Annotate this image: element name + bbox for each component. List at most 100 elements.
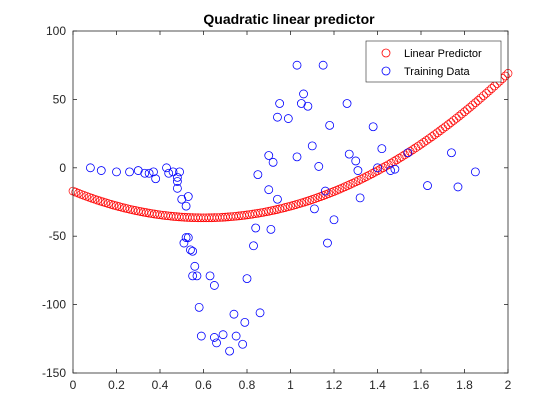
y-tick-label: 100 — [46, 24, 66, 38]
training-point — [268, 157, 278, 167]
training-point — [320, 186, 330, 196]
predictor-point — [451, 113, 461, 123]
training-point — [225, 346, 235, 356]
predictor-point — [133, 206, 143, 216]
predictor-point — [253, 208, 263, 218]
predictor-point — [142, 208, 151, 217]
legend-label-predictor: Linear Predictor — [404, 48, 482, 60]
x-tick-label: 1.6 — [413, 378, 430, 392]
predictor-point — [460, 107, 469, 117]
training-point — [125, 167, 134, 177]
training-point — [423, 181, 432, 190]
predictor-point — [359, 173, 369, 183]
training-point — [192, 271, 202, 281]
training-point — [355, 193, 365, 203]
predictor-point — [465, 102, 475, 112]
y-tick-label: 0 — [59, 161, 66, 175]
x-tick-label: 1.8 — [456, 378, 473, 392]
predictor-point — [468, 100, 478, 110]
predictor-point — [267, 206, 276, 216]
predictor-point — [250, 209, 260, 219]
training-point — [314, 162, 324, 171]
predictor-point — [367, 169, 377, 179]
training-point — [283, 114, 293, 123]
training-point — [181, 201, 191, 211]
predictor-point — [487, 84, 497, 93]
y-tick-label: 50 — [53, 92, 67, 106]
training-point — [240, 317, 250, 327]
training-point — [264, 185, 274, 195]
predictor-point — [261, 207, 271, 217]
y-axis-ticks: -150 -100 -50 0 50 100 — [42, 24, 508, 380]
training-point — [162, 163, 171, 173]
training-point — [181, 233, 191, 242]
x-tick-label: 0 — [70, 378, 77, 392]
training-point — [390, 164, 400, 174]
predictor-point — [476, 93, 486, 103]
predictor-point — [139, 207, 149, 217]
x-axis-ticks: 0 0.2 0.4 0.6 0.8 1 1.2 1.4 1.6 1.8 2 — [70, 31, 512, 392]
training-point — [323, 238, 332, 248]
predictor-point — [136, 207, 146, 216]
training-point — [190, 261, 200, 271]
training-point — [205, 271, 215, 281]
training-point — [299, 89, 308, 99]
training-point — [86, 163, 95, 173]
training-point — [112, 167, 121, 177]
training-point — [188, 271, 198, 281]
training-point — [470, 167, 480, 177]
predictor-point — [378, 163, 388, 173]
training-point — [164, 168, 174, 178]
y-tick-label: -150 — [42, 366, 66, 380]
training-point — [296, 99, 306, 108]
training-point — [342, 99, 352, 108]
predictor-point — [131, 206, 140, 215]
predictor-point — [364, 170, 374, 180]
predictor-point — [462, 105, 472, 114]
training-point — [183, 233, 193, 242]
predictor-point — [258, 207, 268, 217]
predictor-point — [457, 109, 467, 119]
training-point — [238, 339, 248, 349]
predictor-point — [348, 178, 358, 188]
training-point — [329, 215, 339, 225]
training-point — [292, 60, 302, 70]
x-tick-label: 1.2 — [326, 378, 343, 392]
training-series — [86, 60, 480, 356]
x-tick-label: 1.4 — [369, 378, 386, 392]
training-point — [307, 141, 317, 151]
predictor-point — [345, 179, 355, 189]
predictor-point — [264, 206, 274, 216]
predictor-point — [441, 122, 450, 132]
training-point — [151, 174, 161, 184]
training-point — [218, 330, 228, 340]
predictor-point — [373, 166, 382, 176]
training-point — [144, 168, 154, 178]
training-point — [447, 148, 456, 158]
training-point — [172, 177, 182, 186]
predictor-point — [381, 161, 391, 171]
predictor-point — [449, 116, 458, 125]
training-point — [273, 112, 282, 122]
training-point — [196, 331, 206, 341]
training-point — [149, 167, 158, 177]
training-point — [242, 274, 252, 284]
x-tick-label: 0.4 — [152, 378, 169, 392]
x-tick-label: 0.8 — [239, 378, 256, 392]
training-point — [310, 204, 319, 214]
training-point — [133, 166, 143, 175]
training-point — [179, 238, 189, 248]
training-point — [96, 166, 106, 175]
training-point — [351, 156, 361, 166]
predictor-point — [128, 205, 138, 215]
training-point — [344, 149, 354, 159]
training-point — [209, 281, 219, 290]
predictor-point — [443, 120, 453, 129]
training-point — [140, 168, 150, 178]
training-point — [231, 331, 241, 341]
training-point — [229, 309, 239, 319]
chart-title: Quadratic linear predictor — [203, 11, 375, 27]
predictor-point — [471, 98, 480, 108]
x-tick-label: 0.2 — [108, 378, 125, 392]
training-point — [172, 183, 182, 193]
